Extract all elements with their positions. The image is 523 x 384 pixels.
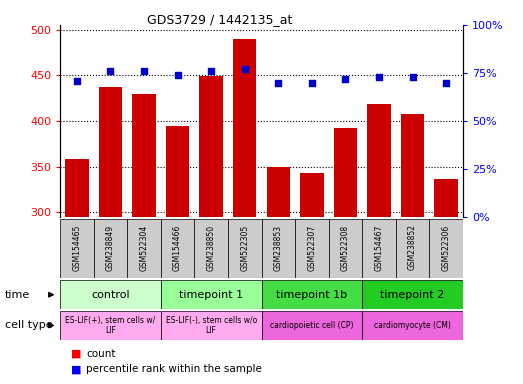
Text: timepoint 1b: timepoint 1b (276, 290, 347, 300)
Bar (262, 311, 362, 340)
Bar (161, 219, 195, 278)
Bar (362, 280, 463, 309)
Point (106, 68, 115, 74)
Bar (228, 219, 262, 278)
Point (442, 79, 450, 86)
Text: ■: ■ (71, 349, 81, 359)
Text: control: control (91, 290, 130, 300)
Bar (367, 104, 391, 217)
Text: time: time (5, 290, 30, 300)
Bar (429, 219, 463, 278)
Bar (262, 219, 295, 278)
Text: GSM522306: GSM522306 (441, 224, 451, 271)
Bar (161, 280, 262, 309)
Text: cardiopoietic cell (CP): cardiopoietic cell (CP) (270, 321, 354, 330)
Text: percentile rank within the sample: percentile rank within the sample (86, 364, 262, 374)
Point (308, 79, 316, 86)
Text: GSM238849: GSM238849 (106, 224, 115, 270)
Bar (434, 179, 458, 217)
Text: GSM238852: GSM238852 (408, 225, 417, 270)
Text: GSM522308: GSM522308 (341, 224, 350, 270)
Bar (127, 219, 161, 278)
Point (140, 68, 148, 74)
Bar (199, 76, 223, 217)
Point (73, 78, 81, 84)
Text: GDS3729 / 1442135_at: GDS3729 / 1442135_at (147, 13, 292, 26)
Text: GSM154467: GSM154467 (374, 224, 383, 271)
Point (375, 74, 383, 80)
Text: cell type: cell type (5, 320, 53, 331)
Text: GSM154465: GSM154465 (72, 224, 82, 271)
Bar (94, 219, 127, 278)
Bar (195, 219, 228, 278)
Bar (267, 167, 290, 217)
Bar (161, 311, 262, 340)
Bar (60, 311, 161, 340)
Bar (362, 219, 396, 278)
Bar (262, 280, 362, 309)
Bar (99, 87, 122, 217)
Text: GSM522305: GSM522305 (240, 224, 249, 271)
Bar (396, 219, 429, 278)
Bar (300, 173, 324, 217)
Text: ■: ■ (71, 364, 81, 374)
Bar (362, 311, 463, 340)
Bar (166, 126, 189, 217)
Text: timepoint 1: timepoint 1 (179, 290, 243, 300)
Text: timepoint 2: timepoint 2 (380, 290, 445, 300)
Bar (334, 128, 357, 217)
Bar (233, 39, 256, 217)
Bar (295, 219, 328, 278)
Bar (60, 219, 94, 278)
Point (274, 79, 282, 86)
Bar (60, 280, 161, 309)
Point (207, 68, 215, 74)
Bar (401, 114, 424, 217)
Text: GSM522304: GSM522304 (140, 224, 149, 271)
Bar (65, 159, 89, 217)
Text: GSM238850: GSM238850 (207, 224, 215, 270)
Point (408, 74, 417, 80)
Point (241, 66, 249, 72)
Text: GSM238853: GSM238853 (274, 224, 283, 270)
Text: ES-LIF(-), stem cells w/o
LIF: ES-LIF(-), stem cells w/o LIF (166, 316, 257, 335)
Text: count: count (86, 349, 116, 359)
Bar (132, 94, 156, 217)
Text: GSM154466: GSM154466 (173, 224, 182, 271)
Point (174, 72, 182, 78)
Point (341, 76, 349, 82)
Bar (328, 219, 362, 278)
Text: GSM522307: GSM522307 (308, 224, 316, 271)
Text: cardiomyocyte (CM): cardiomyocyte (CM) (374, 321, 451, 330)
Text: ES-LIF(+), stem cells w/
LIF: ES-LIF(+), stem cells w/ LIF (65, 316, 156, 335)
